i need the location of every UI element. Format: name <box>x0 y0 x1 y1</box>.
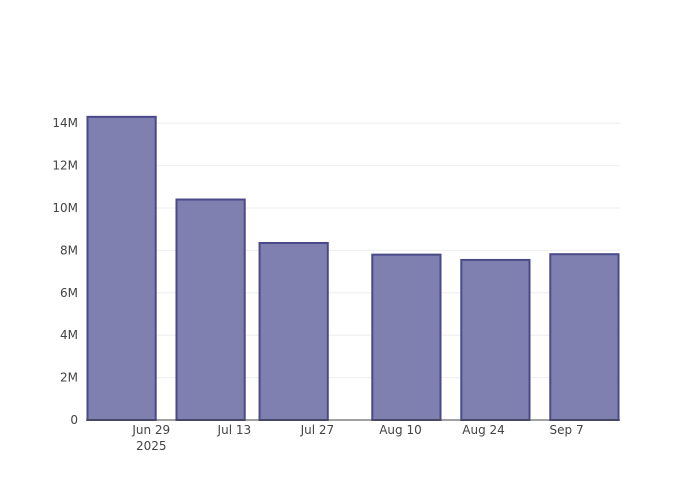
x-tick-label: Aug 24 <box>462 423 505 437</box>
x-tick-year-label: 2025 <box>136 439 167 453</box>
gridlines <box>86 122 620 379</box>
x-tick-label: Jun 29 <box>131 423 170 437</box>
y-tick-label: 10M <box>52 201 78 215</box>
bar <box>371 253 442 421</box>
x-tick-label: Sep 7 <box>550 423 584 437</box>
bar <box>258 241 329 421</box>
bar <box>86 115 157 421</box>
bar <box>460 258 531 421</box>
x-axis-ticks: Jun 29 2025 Jul 13 Jul 27 Aug 10 Aug 24 Sep 7 <box>131 423 583 453</box>
y-tick-label: 0 <box>70 413 78 427</box>
y-tick-label: 2M <box>60 371 78 385</box>
bar <box>549 253 620 421</box>
y-tick-label: 12M <box>52 159 78 173</box>
y-tick-label: 14M <box>52 116 78 130</box>
bar <box>175 198 246 421</box>
y-tick-label: 4M <box>60 328 78 342</box>
y-tick-label: 6M <box>60 286 78 300</box>
x-tick-label: Jul 13 <box>217 423 252 437</box>
y-axis-ticks: 0 2M 4M 6M 8M 10M 12M 14M <box>52 116 78 427</box>
x-tick-label: Jul 27 <box>300 423 335 437</box>
x-tick-label: Aug 10 <box>379 423 422 437</box>
y-tick-label: 8M <box>60 243 78 257</box>
bars <box>86 115 620 421</box>
